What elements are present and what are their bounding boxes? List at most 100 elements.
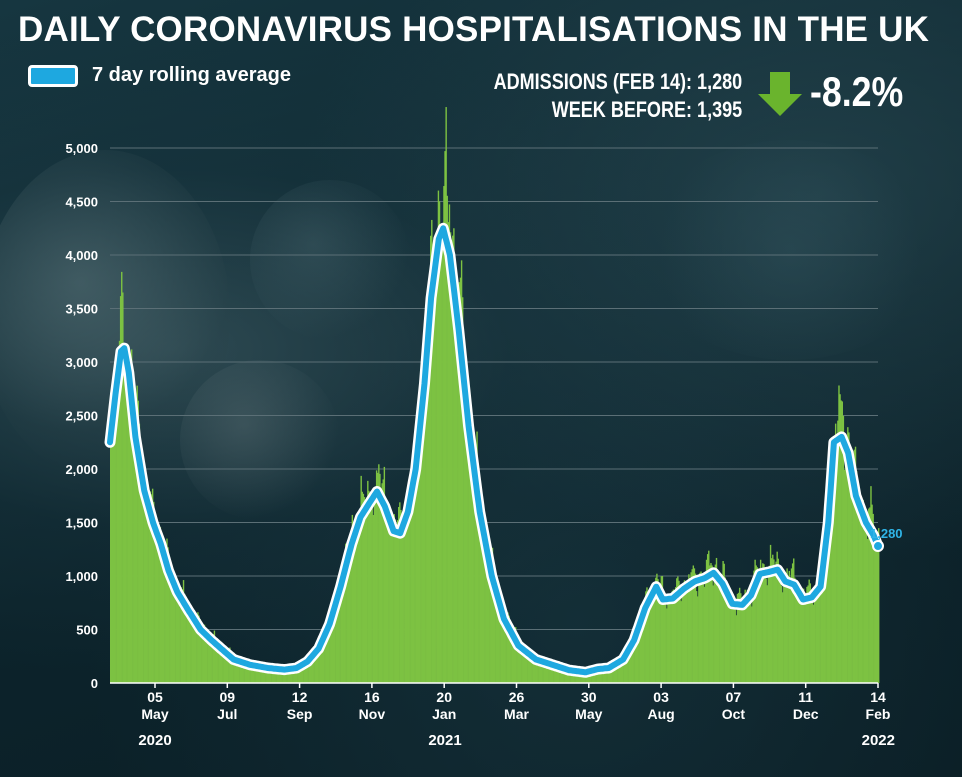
daily-bar xyxy=(662,597,665,683)
y-tick-label: 500 xyxy=(76,623,98,638)
daily-bar xyxy=(399,502,401,683)
daily-bar xyxy=(296,665,298,683)
daily-bar xyxy=(413,447,415,683)
daily-bar xyxy=(508,615,510,683)
daily-bar xyxy=(769,544,772,683)
daily-bar xyxy=(137,400,139,683)
daily-bar xyxy=(691,569,693,683)
daily-bar xyxy=(160,544,163,683)
daily-bar xyxy=(821,566,824,683)
daily-bar xyxy=(177,597,179,683)
daily-bar xyxy=(311,652,314,683)
daily-bar xyxy=(275,667,277,683)
daily-bar xyxy=(607,664,610,683)
daily-bar xyxy=(870,486,872,683)
x-tick-month: Sep xyxy=(287,706,313,722)
daily-bar xyxy=(857,483,859,683)
daily-bar xyxy=(772,554,774,683)
daily-bar xyxy=(322,635,325,683)
daily-bar xyxy=(420,416,422,683)
daily-bar xyxy=(140,485,143,683)
daily-bar xyxy=(187,608,189,683)
daily-bar xyxy=(527,651,529,683)
daily-bar xyxy=(672,589,675,683)
daily-bar xyxy=(711,565,713,683)
daily-bar xyxy=(181,589,184,683)
daily-bar xyxy=(602,668,604,683)
daily-bar xyxy=(349,546,351,683)
daily-bar xyxy=(736,593,739,683)
daily-bar xyxy=(129,377,132,683)
daily-bar xyxy=(278,668,281,683)
daily-bar xyxy=(805,601,807,683)
daily-bar xyxy=(796,587,798,683)
daily-bar xyxy=(574,670,576,683)
daily-bar xyxy=(329,612,331,683)
daily-bar xyxy=(398,507,400,683)
latest-value-label: 1,280 xyxy=(870,526,903,541)
daily-bar xyxy=(683,580,686,683)
daily-bar xyxy=(229,647,231,683)
daily-bar xyxy=(774,567,776,683)
daily-bar xyxy=(542,661,544,683)
daily-bar xyxy=(292,668,294,683)
daily-bar xyxy=(285,668,287,683)
daily-bar xyxy=(479,499,482,683)
daily-bar xyxy=(765,578,767,683)
daily-bar xyxy=(276,669,279,683)
daily-bar xyxy=(289,668,292,683)
daily-bar xyxy=(858,493,860,683)
daily-bar xyxy=(818,580,820,683)
daily-bar xyxy=(359,515,361,683)
daily-bar xyxy=(604,670,606,683)
daily-bar xyxy=(324,636,326,683)
daily-bar xyxy=(185,601,187,683)
daily-bar xyxy=(315,646,317,683)
daily-bar xyxy=(745,599,747,683)
daily-bar xyxy=(690,572,692,683)
daily-bar xyxy=(766,585,768,683)
daily-bar xyxy=(615,661,617,683)
daily-bar xyxy=(382,479,384,683)
daily-bar xyxy=(190,610,192,683)
daily-bar xyxy=(388,523,390,683)
daily-bar xyxy=(658,585,660,683)
daily-bar xyxy=(626,651,628,683)
x-tick-month: Dec xyxy=(793,706,819,722)
daily-bar xyxy=(594,668,596,683)
daily-bar xyxy=(811,599,814,683)
daily-bar xyxy=(627,650,629,683)
daily-bar xyxy=(203,624,206,683)
daily-bar xyxy=(676,578,678,683)
daily-bar xyxy=(386,519,389,683)
daily-bar xyxy=(567,669,570,683)
x-tick-day: 12 xyxy=(292,689,308,705)
daily-bar xyxy=(852,463,855,683)
daily-bar xyxy=(342,581,345,683)
daily-bar xyxy=(179,607,181,683)
daily-bar xyxy=(168,559,170,683)
daily-bar xyxy=(814,594,816,683)
daily-bar xyxy=(317,648,319,683)
daily-bar xyxy=(812,604,815,683)
daily-bar xyxy=(726,591,729,683)
daily-bar xyxy=(759,559,762,683)
daily-bar xyxy=(747,591,750,683)
daily-bar xyxy=(431,219,433,683)
daily-bar xyxy=(692,565,695,683)
daily-bar xyxy=(457,348,459,683)
daily-bar xyxy=(529,650,531,683)
daily-bar xyxy=(757,574,760,683)
daily-bar xyxy=(476,431,478,683)
daily-bar xyxy=(174,582,176,683)
daily-bar xyxy=(773,559,775,683)
daily-bar xyxy=(403,534,405,683)
x-tick-day: 09 xyxy=(220,689,236,705)
daily-bar xyxy=(215,639,218,683)
daily-bar xyxy=(847,427,849,683)
year-label: 2022 xyxy=(862,732,895,749)
daily-bar xyxy=(489,566,491,683)
daily-bar xyxy=(738,587,741,683)
daily-bar xyxy=(714,564,717,683)
daily-bar xyxy=(501,612,504,683)
